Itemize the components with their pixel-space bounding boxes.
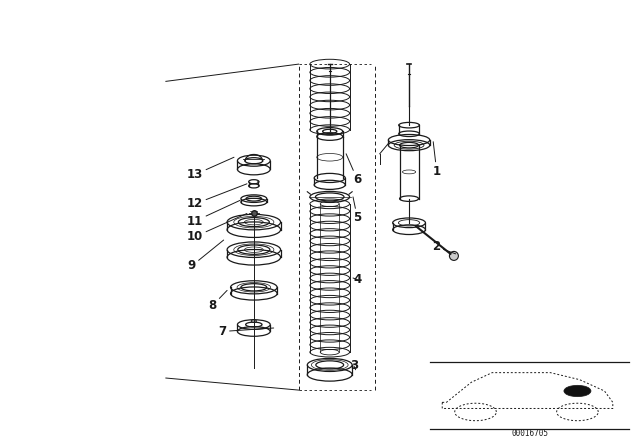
Text: 12: 12 <box>187 184 247 210</box>
Text: 10: 10 <box>187 214 247 243</box>
Circle shape <box>449 251 458 260</box>
Text: 6: 6 <box>346 154 362 186</box>
Text: 00016705: 00016705 <box>511 429 548 438</box>
Text: 5: 5 <box>353 197 362 224</box>
Text: 9: 9 <box>188 240 223 272</box>
Text: 1: 1 <box>433 142 441 177</box>
Text: 4: 4 <box>353 273 362 286</box>
Text: 13: 13 <box>187 157 234 181</box>
Text: 11: 11 <box>187 200 240 228</box>
Circle shape <box>564 385 591 396</box>
Text: 7: 7 <box>219 325 274 338</box>
Text: 3: 3 <box>350 359 358 372</box>
Text: 2: 2 <box>433 241 456 254</box>
Text: 8: 8 <box>208 290 227 312</box>
